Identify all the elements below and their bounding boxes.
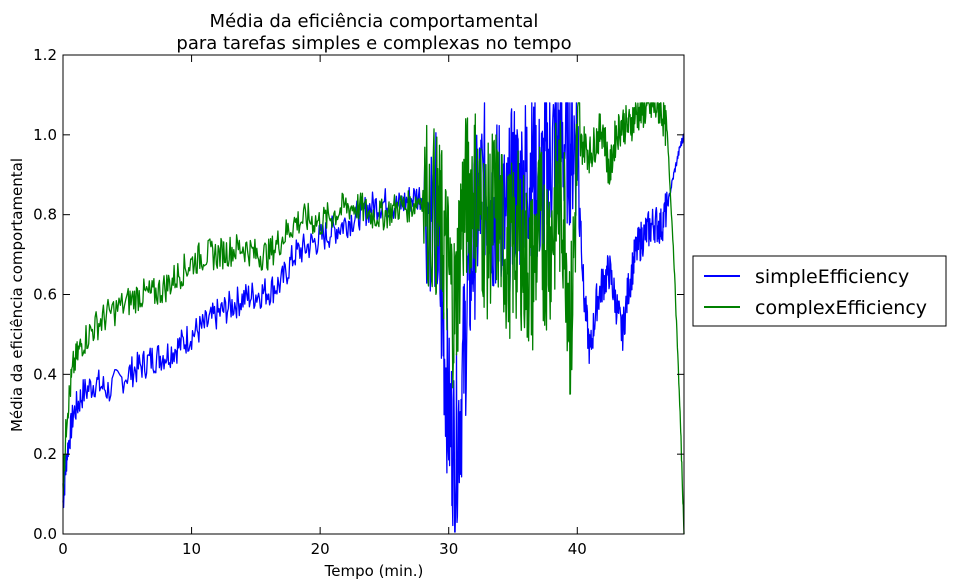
chart-title: Média da eficiência comportamental para …: [176, 11, 571, 54]
legend: simpleEfficiency complexEfficiency: [692, 255, 947, 327]
y-tick-label: 0.0: [33, 525, 57, 543]
y-tick-label: 0.6: [33, 286, 57, 304]
series-layer: [62, 102, 685, 535]
x-tick-label: 30: [439, 540, 458, 558]
legend-label-complex-efficiency: complexEfficiency: [755, 297, 927, 319]
y-tick-label: 0.4: [33, 365, 57, 383]
legend-label-simple-efficiency: simpleEfficiency: [755, 266, 909, 288]
chart-title-line-1: Média da eficiência comportamental: [210, 11, 539, 32]
y-tick-label: 0.2: [33, 445, 57, 463]
legend-box: [692, 255, 947, 327]
series-line-complex-efficiency: [62, 102, 685, 535]
series-line-simple-efficiency: [62, 102, 685, 533]
y-tick-label: 0.8: [33, 206, 57, 224]
x-tick-label: 10: [182, 540, 201, 558]
x-axis-label: Tempo (min.): [324, 562, 424, 580]
y-tick-label: 1.2: [33, 46, 57, 64]
y-tick-label: 1.0: [33, 126, 57, 144]
x-tick-label: 20: [311, 540, 330, 558]
x-tick-label: 40: [568, 540, 587, 558]
y-axis-label: Média da eficiência comportamental: [8, 158, 26, 432]
ticks-layer: 0 10 20 30 40 0.0 0.2 0.4 0.6 0.8 1.0 1.2: [33, 46, 684, 558]
chart-title-line-2: para tarefas simples e complexas no temp…: [176, 33, 571, 54]
x-tick-label: 0: [58, 540, 68, 558]
